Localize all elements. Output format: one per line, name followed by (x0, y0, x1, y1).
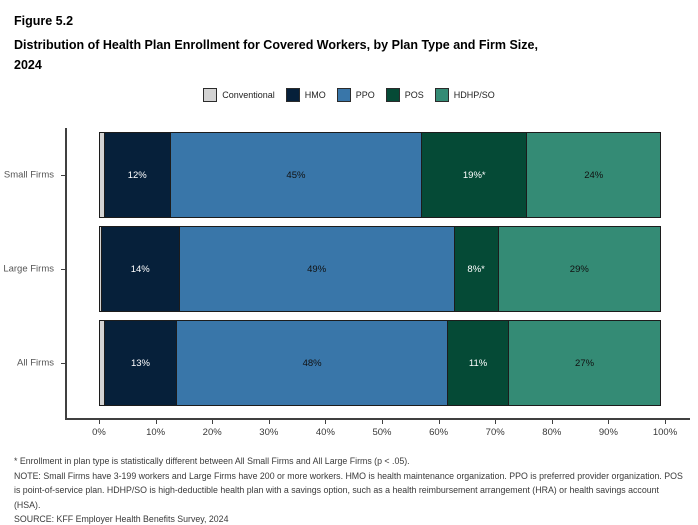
legend-swatch-icon (285, 88, 300, 102)
footnote-source: SOURCE: KFF Employer Health Benefits Sur… (14, 514, 229, 524)
x-axis-tick (608, 420, 610, 424)
legend-label: POS (404, 90, 424, 100)
x-axis-tick (551, 420, 553, 424)
y-axis-label-all-firms: All Firms (17, 357, 54, 369)
header: Figure 5.2 Distribution of Health Plan E… (14, 14, 684, 75)
x-axis-tick-label: 20% (202, 427, 222, 438)
segment-pos: 8%* (453, 226, 499, 312)
chart-title-line1: Distribution of Health Plan Enrollment f… (14, 38, 538, 52)
x-axis-tick-label: 80% (542, 427, 562, 438)
y-axis-label-small-firms: Small Firms (3, 169, 54, 181)
segment-value-label: 14% (130, 263, 150, 275)
segment-hdhp-so: 27% (508, 320, 661, 406)
segment-hmo: 14% (100, 226, 180, 312)
x-axis-tick-label: 0% (92, 427, 106, 438)
chart-panel: 12% 45% 19%* 24% 14% 49% 8%* 29% 13% 48% 11% 27% (65, 128, 690, 420)
x-axis-tick (155, 420, 157, 424)
segment-value-label: 11% (468, 357, 488, 369)
x-axis-tick-label: 10% (146, 427, 166, 438)
segment-hmo: 12% (103, 132, 171, 218)
segment-ppo: 48% (176, 320, 448, 406)
figure-number: Figure 5.2 (14, 14, 74, 28)
segment-hdhp-so: 24% (526, 132, 661, 218)
y-axis-tick (61, 269, 65, 270)
bar-all-firms: 13% 48% 11% 27% (99, 320, 665, 406)
x-axis-tick (665, 420, 666, 424)
legend-swatch-icon (203, 88, 218, 102)
legend-label: PPO (355, 90, 375, 100)
x-axis-tick-label: 100% (652, 427, 678, 438)
legend-label: HMO (304, 90, 326, 100)
x-axis-tick-label: 90% (598, 427, 618, 438)
footnote-note: NOTE: Small Firms have 3-199 workers and… (14, 470, 683, 510)
segment-value-label: 8%* (467, 263, 485, 275)
legend-swatch-icon (385, 88, 400, 102)
stacked-bar-chart: 12% 45% 19%* 24% 14% 49% 8%* 29% 13% 48% 11% 27% Sm… (0, 128, 698, 448)
segment-pos: 19%* (421, 132, 528, 218)
x-axis-tick (212, 420, 214, 424)
legend-item-hdhp-so: HDHP/SO (434, 88, 495, 102)
x-axis-tick (99, 420, 100, 424)
segment-value-label: 48% (302, 357, 322, 369)
segment-value-label: 49% (307, 263, 327, 275)
chart-title-line2: 2024 (14, 58, 42, 72)
y-axis-tick (61, 363, 65, 364)
y-axis-label-large-firms: Large Firms (3, 263, 54, 275)
footnotes: * Enrollment in plan type is statistical… (14, 454, 686, 525)
x-axis-tick-label: 30% (259, 427, 279, 438)
segment-value-label: 19%* (462, 169, 486, 181)
x-axis-tick-label: 40% (315, 427, 335, 438)
legend-item-hmo: HMO (285, 88, 326, 102)
segment-value-label: 13% (130, 357, 150, 369)
bar-large-firms: 14% 49% 8%* 29% (99, 226, 665, 312)
legend-item-pos: POS (385, 88, 424, 102)
x-axis-tick-label: 60% (429, 427, 449, 438)
segment-value-label: 24% (584, 169, 604, 181)
x-axis-tick (325, 420, 327, 424)
legend-label: HDHP/SO (453, 90, 495, 100)
x-axis-tick (495, 420, 497, 424)
legend-swatch-icon (336, 88, 351, 102)
bar-small-firms: 12% 45% 19%* 24% (99, 132, 665, 218)
segment-value-label: 12% (127, 169, 147, 181)
segment-value-label: 27% (575, 357, 595, 369)
legend-label: Conventional (222, 90, 275, 100)
legend-swatch-icon (434, 88, 449, 102)
x-axis-tick (438, 420, 440, 424)
y-axis-tick (61, 175, 65, 176)
footnote-significance: * Enrollment in plan type is statistical… (14, 456, 410, 466)
legend: Conventional HMO PPO POS HDHP/SO (0, 88, 698, 102)
segment-value-label: 45% (286, 169, 306, 181)
legend-item-conventional: Conventional (203, 88, 275, 102)
segment-pos: 11% (446, 320, 510, 406)
legend-item-ppo: PPO (336, 88, 375, 102)
segment-ppo: 45% (169, 132, 422, 218)
segment-hmo: 13% (103, 320, 178, 406)
x-axis-tick (382, 420, 383, 424)
segment-value-label: 29% (569, 263, 589, 275)
x-axis-tick (268, 420, 270, 424)
segment-ppo: 49% (178, 226, 455, 312)
segment-hdhp-so: 29% (497, 226, 661, 312)
x-axis-tick-label: 50% (372, 427, 392, 438)
x-axis-tick-label: 70% (485, 427, 505, 438)
